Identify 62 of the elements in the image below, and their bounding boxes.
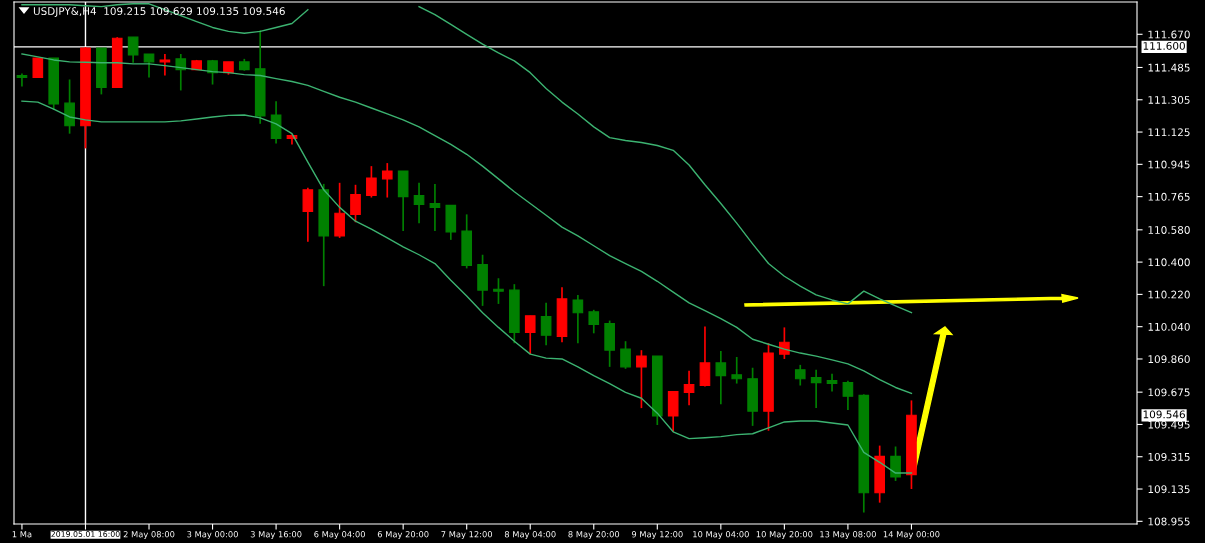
candlestick: [636, 349, 647, 409]
candlestick: [413, 181, 425, 225]
candlestick: [127, 36, 139, 64]
x-tick-label: 3 May 00:00: [187, 531, 238, 540]
candlestick: [683, 369, 695, 407]
candlestick: [302, 187, 314, 243]
x-tick-label: 7 May 12:00: [441, 531, 493, 540]
candlestick: [620, 340, 631, 370]
ref-line-label: 111.600: [1143, 41, 1185, 50]
y-tick-label: 110.400: [1148, 258, 1190, 267]
candlestick: [842, 379, 854, 411]
y-tick-label: 110.040: [1148, 322, 1190, 331]
candlestick: [366, 165, 377, 199]
candlestick: [715, 350, 727, 406]
y-tick-label: 110.765: [1148, 192, 1190, 201]
candlestick: [588, 308, 600, 335]
y-tick-label: 110.220: [1148, 290, 1190, 299]
candlestick: [429, 183, 441, 232]
y-tick-label: 108.955: [1148, 517, 1190, 526]
candlestick: [64, 78, 75, 135]
y-tick-label: 110.580: [1148, 226, 1190, 234]
candlestick: [890, 445, 901, 482]
x-tick-label: 1 Ma: [12, 531, 32, 538]
y-tick-label: 111.670: [1148, 30, 1190, 39]
x-tick-label: 6 May 04:00: [314, 531, 365, 540]
y-tick-label: 111.125: [1148, 128, 1190, 137]
x-tick-label: 9 May 12:00: [631, 531, 683, 540]
x-tick-label: 10 May 04:00: [693, 531, 749, 540]
y-tick-label: 111.485: [1148, 63, 1190, 72]
x-tick-label: 6 May 20:00: [377, 531, 429, 540]
candlestick: [540, 301, 552, 346]
candlestick: [810, 368, 822, 409]
x-tick-label: 14 May 00:00: [883, 531, 940, 540]
y-tick-label: 111.305: [1148, 95, 1190, 104]
candlestick: [381, 162, 393, 199]
y-tick-label: 110.945: [1148, 160, 1190, 169]
x-tick-label: 8 May 04:00: [504, 531, 556, 540]
candlestick: [159, 53, 171, 77]
y-tick-label: 109.675: [1148, 388, 1190, 397]
y-tick-label: 109.315: [1148, 452, 1190, 461]
candlestick: [493, 277, 504, 305]
candlestick: [779, 326, 790, 360]
candlestick: [334, 181, 345, 239]
x-tick-label: 13 May 08:00: [820, 531, 876, 540]
x-tick-label: 2 May 08:00: [123, 531, 175, 540]
candlestick: [731, 356, 743, 385]
candlestick: [143, 53, 155, 79]
x-tick-label: 3 May 16:00: [250, 531, 302, 540]
candlestick: [699, 325, 711, 388]
x-tick-label: 8 May 20:00: [568, 531, 620, 540]
candlestick: [794, 364, 806, 387]
candlestick: [524, 314, 536, 355]
y-tick-label: 109.495: [1148, 420, 1190, 429]
candlestick: [572, 294, 584, 345]
y-tick-label: 109.860: [1148, 355, 1190, 364]
text: 109.546: [1143, 410, 1185, 419]
y-tick-label: 109.135: [1148, 485, 1190, 494]
candlestick: [207, 59, 218, 86]
candlestick: [270, 100, 282, 145]
line-series: [21, 53, 913, 395]
candlestick: [175, 53, 187, 92]
x-tick-label: 10 May 20:00: [756, 531, 813, 540]
